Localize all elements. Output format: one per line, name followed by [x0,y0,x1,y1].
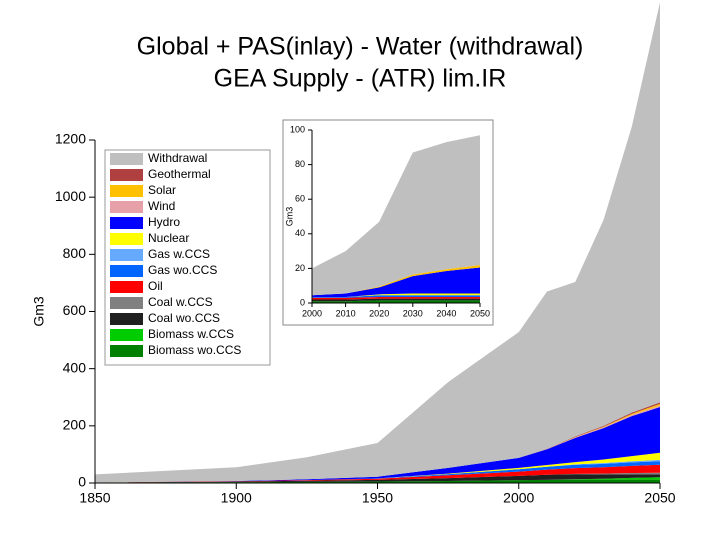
legend-label: Geothermal [148,167,211,181]
y-tick-label: 600 [63,302,87,318]
x-tick-label: 1850 [79,490,110,506]
y-tick-label: 0 [78,474,86,490]
legend-swatch [110,201,143,213]
legend-swatch [110,281,143,293]
area [95,464,660,483]
y-tick-label: 1000 [55,188,86,204]
legend-label: Hydro [148,215,180,229]
y-tick-label: 800 [63,245,87,261]
x-tick-label: 2000 [503,490,534,506]
x-tick-label: 2000 [302,308,322,318]
x-tick-label: 2010 [336,308,356,318]
chart-title: Global + PAS(inlay) - Water (withdrawal) [137,33,584,61]
x-tick-label: 2050 [470,308,490,318]
legend-label: Wind [148,199,175,213]
area [95,2,660,483]
area [312,293,480,297]
legend-label: Nuclear [148,231,189,245]
y-tick-label: 200 [63,417,87,433]
legend-swatch [110,217,143,229]
y-axis-label: Gm3 [284,207,294,227]
legend-label: Withdrawal [148,151,207,165]
legend-label: Biomass w.CCS [148,327,234,341]
y-tick-label: 400 [63,359,87,375]
y-tick-label: 100 [290,124,305,134]
y-axis-label: Gm3 [31,296,47,327]
y-tick-label: 60 [295,194,305,204]
legend-swatch [110,313,143,325]
area [312,264,480,296]
area [312,295,480,298]
area [95,479,660,483]
x-tick-label: 2020 [369,308,389,318]
area [312,298,480,302]
y-tick-label: 1200 [55,131,86,147]
legend-swatch [110,233,143,245]
area [312,300,480,303]
legend-swatch [110,297,143,309]
legend-swatch [110,265,143,277]
legend-swatch [110,329,143,341]
x-tick-label: 2040 [436,308,456,318]
chart-subtitle: GEA Supply - (ATR) lim.IR [214,65,507,93]
area [312,267,480,297]
legend-label: Biomass wo.CCS [148,343,241,357]
legend-swatch [110,169,143,181]
y-tick-label: 0 [300,297,305,307]
area [312,135,480,296]
legend-label: Gas w.CCS [148,247,210,261]
area [95,406,660,483]
legend-swatch [110,249,143,261]
legend-label: Oil [148,279,163,293]
legend-swatch [110,185,143,197]
area [95,472,660,483]
legend-label: Coal w.CCS [148,295,213,309]
legend: Withdrawal Geothermal Solar Wind Hydro Nuclea… [104,149,271,366]
legend-label: Coal wo.CCS [148,311,220,325]
x-tick-label: 2050 [644,490,675,506]
x-tick-label: 2030 [403,308,423,318]
x-tick-label: 1900 [221,490,252,506]
legend-label: Gas wo.CCS [148,263,217,277]
y-tick-label: 40 [295,228,305,238]
x-tick-label: 1950 [362,490,393,506]
area [95,474,660,483]
area [312,296,480,300]
y-tick-label: 20 [295,263,305,273]
legend-swatch [110,153,143,165]
legend-label: Solar [148,183,176,197]
y-tick-label: 80 [295,159,305,169]
legend-swatch [110,345,143,357]
